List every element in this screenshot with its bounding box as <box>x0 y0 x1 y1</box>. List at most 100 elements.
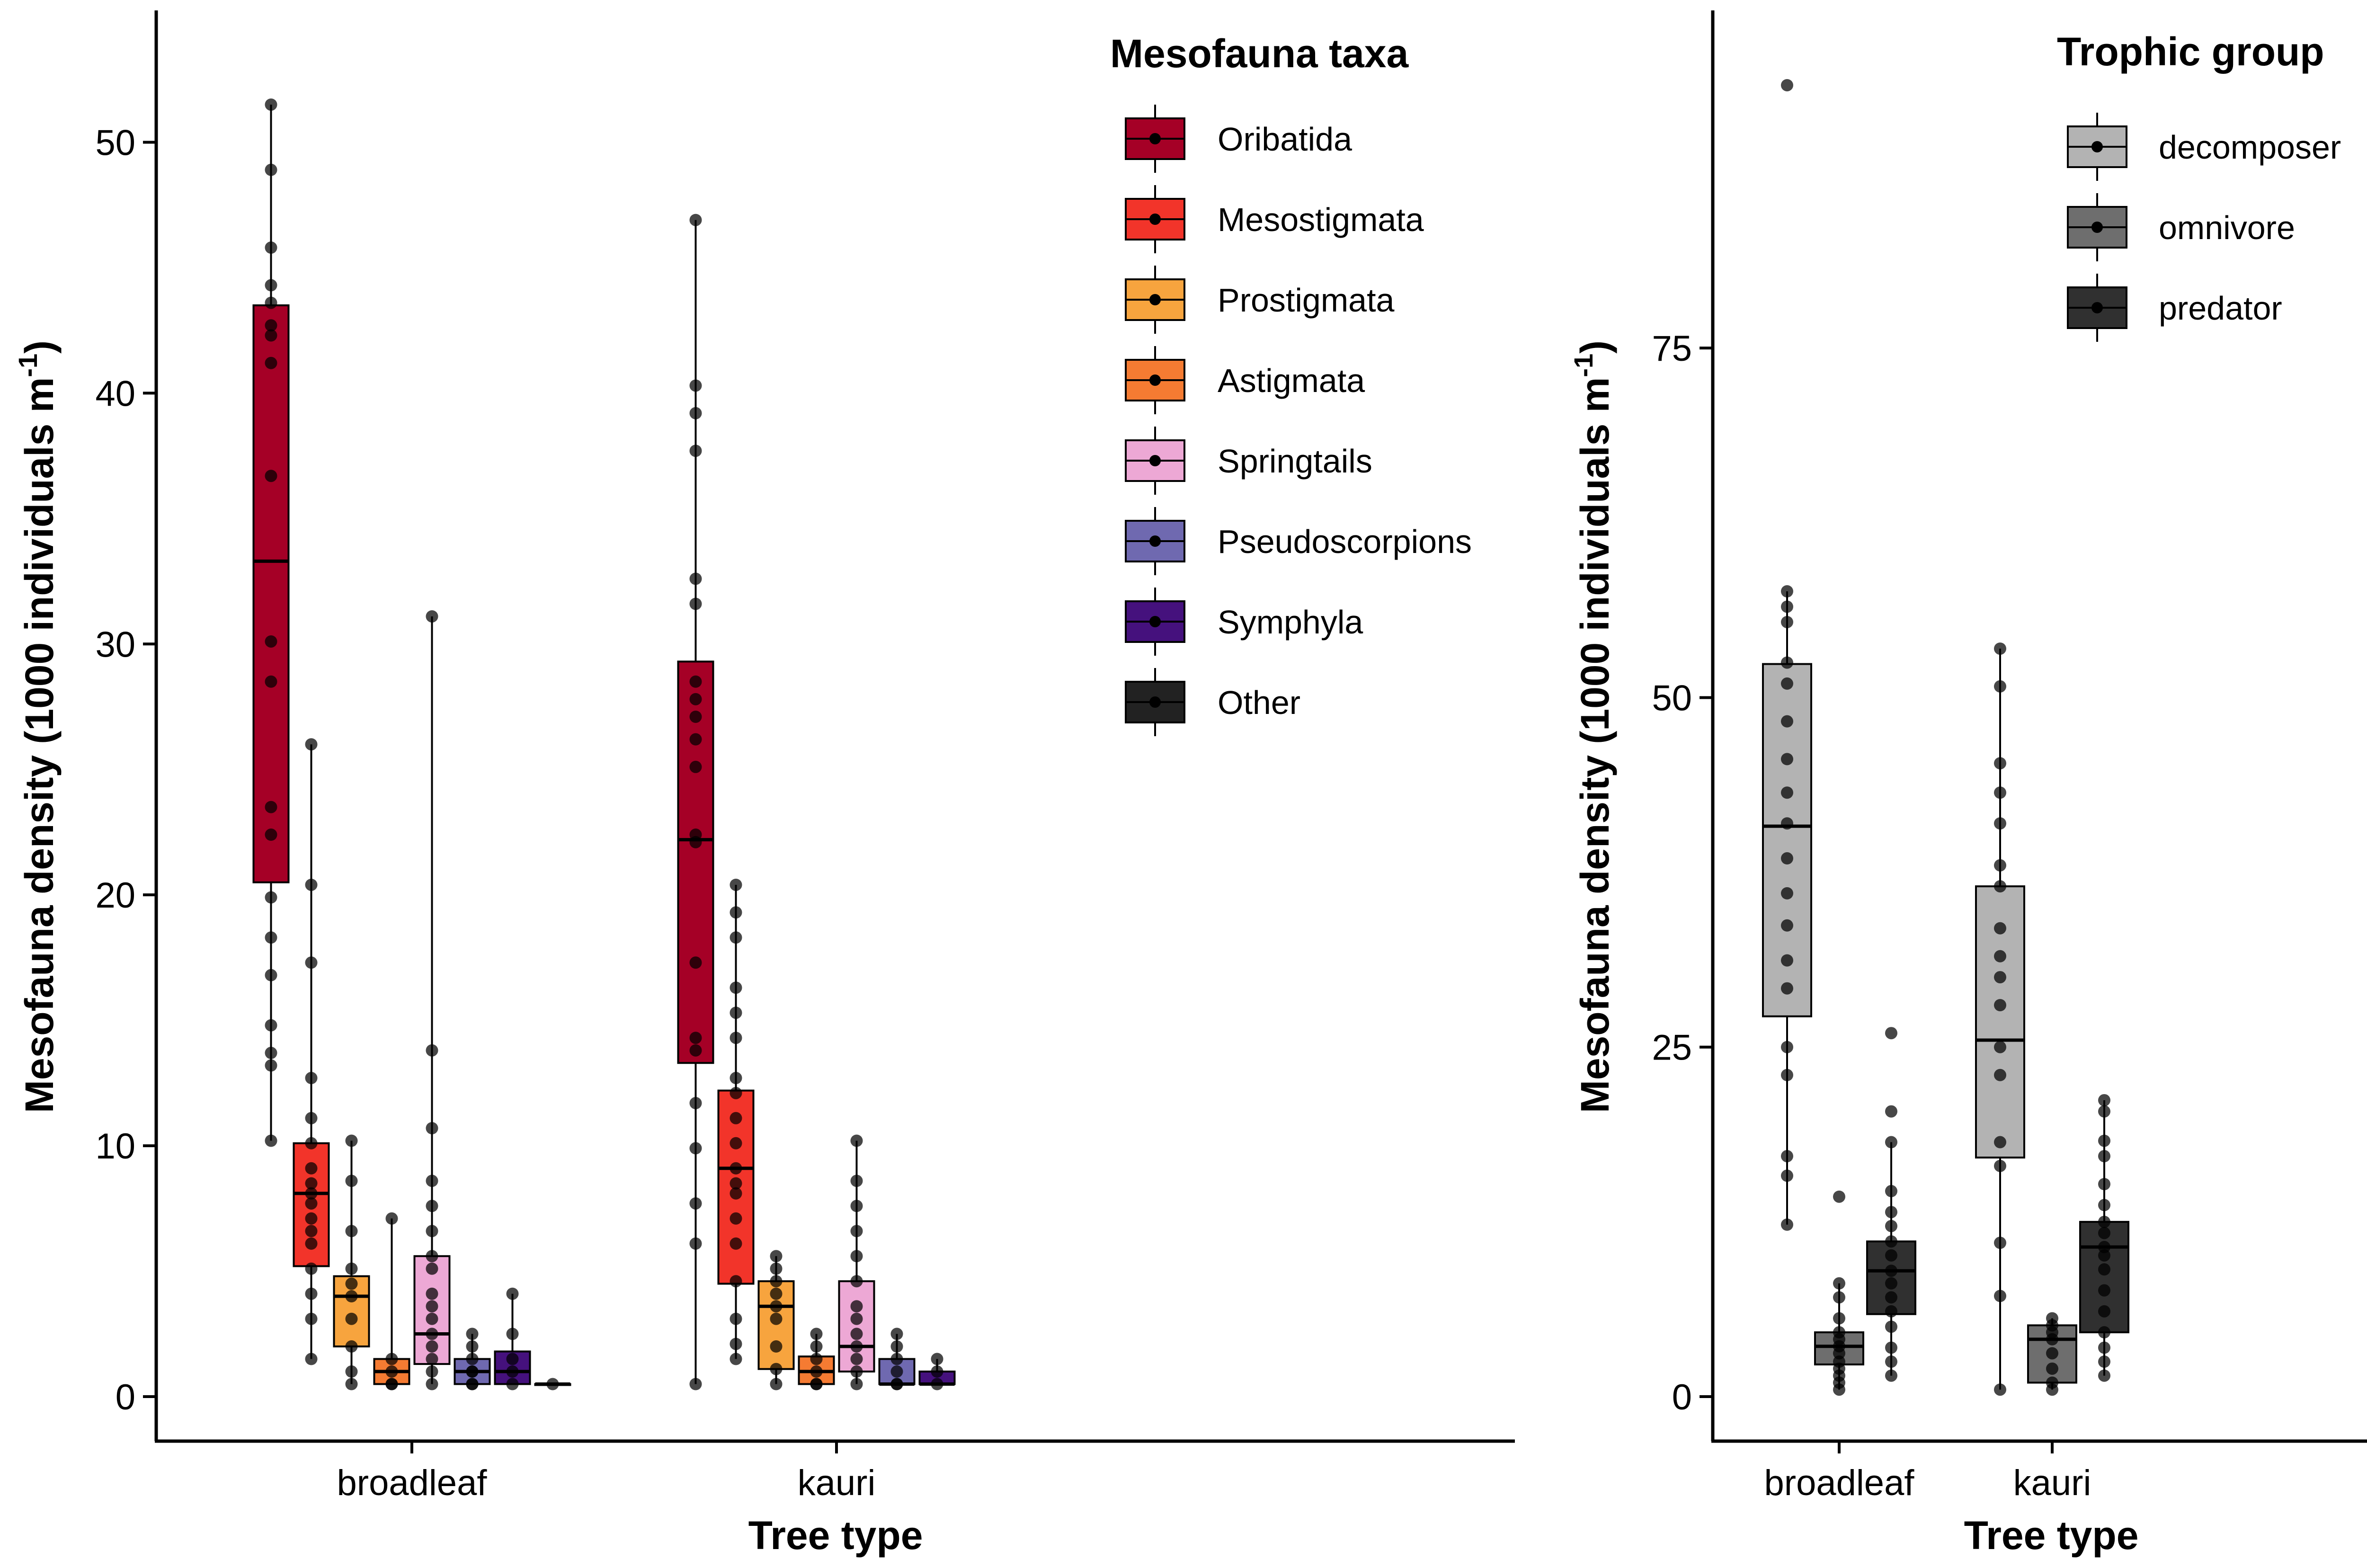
data-point <box>770 1312 783 1325</box>
data-point <box>305 1072 318 1085</box>
data-point <box>426 1287 438 1300</box>
data-point <box>810 1353 823 1365</box>
data-point <box>1781 1069 1793 1081</box>
data-point <box>850 1312 863 1325</box>
left-y-ticks: 0 10 20 30 40 50 <box>95 123 156 1417</box>
data-point <box>265 319 277 332</box>
boxplot-omnivore-kauri <box>2027 1312 2077 1396</box>
left-x-axis-title: Tree type <box>748 1513 923 1558</box>
data-point <box>466 1340 479 1353</box>
data-point <box>689 572 702 585</box>
boxplot-springtails-broadleaf <box>413 610 451 1390</box>
trophic-legend-title: Trophic group <box>2057 29 2324 74</box>
data-point <box>1885 1305 1897 1318</box>
data-point <box>689 956 702 969</box>
data-point <box>2098 1241 2110 1254</box>
data-point <box>1885 1341 1897 1354</box>
trophic-legend-label: predator <box>2159 290 2282 327</box>
data-point <box>1781 753 1793 766</box>
right-x-tick-label-broadleaf: broadleaf <box>1764 1463 1915 1503</box>
data-point <box>2098 1215 2110 1228</box>
taxa-legend-item-symphyla: Symphyla <box>1125 588 1363 656</box>
data-point <box>850 1378 863 1390</box>
boxplot-astigmata-kauri <box>798 1327 835 1390</box>
taxa-legend-title: Mesofauna taxa <box>1110 31 1409 76</box>
data-point <box>770 1287 783 1300</box>
data-point <box>426 1378 438 1390</box>
data-point <box>385 1378 398 1390</box>
right-x-tick-broadleaf: broadleaf <box>1764 1441 1915 1503</box>
data-point <box>770 1250 783 1263</box>
data-point <box>1994 1237 2006 1249</box>
data-point <box>890 1353 903 1365</box>
data-point <box>730 1212 742 1225</box>
data-point <box>2098 1341 2110 1354</box>
taxa-legend-item-prostigmata: Prostigmata <box>1125 266 1395 334</box>
legend-key-dot <box>2091 141 2103 152</box>
data-point <box>730 1312 742 1325</box>
data-point <box>931 1353 943 1365</box>
taxa-legend-item-oribatida: Oribatida <box>1125 105 1352 173</box>
data-point <box>1781 615 1793 628</box>
trophic-legend-item-omnivore: omnivore <box>2067 193 2295 261</box>
data-point <box>345 1175 358 1187</box>
data-point <box>770 1275 783 1288</box>
box <box>252 304 290 883</box>
data-point <box>770 1300 783 1313</box>
right-boxplots <box>1762 79 2129 1396</box>
data-point <box>345 1225 358 1238</box>
data-point <box>730 1112 742 1124</box>
data-point <box>850 1134 863 1147</box>
data-point <box>506 1378 519 1390</box>
data-point <box>2098 1369 2110 1382</box>
data-point <box>1994 859 2006 872</box>
data-point <box>265 969 277 981</box>
legend-key-dot <box>1149 214 1161 225</box>
data-point <box>1781 1041 1793 1053</box>
data-point <box>689 733 702 746</box>
taxa-legend-label: Springtails <box>1218 443 1372 480</box>
data-point <box>730 1353 742 1365</box>
data-point <box>1994 680 2006 693</box>
data-point <box>810 1365 823 1378</box>
data-point <box>810 1378 823 1390</box>
data-point <box>265 470 277 482</box>
boxplot-oribatida-broadleaf <box>252 98 290 1147</box>
data-point <box>426 1262 438 1275</box>
data-point <box>850 1327 863 1340</box>
data-point <box>850 1175 863 1187</box>
data-point <box>1994 1290 2006 1302</box>
data-point <box>850 1250 863 1263</box>
data-point <box>1885 1206 1897 1219</box>
data-point <box>730 1275 742 1288</box>
trophic-legend-label: omnivore <box>2159 209 2295 246</box>
data-point <box>2046 1347 2058 1360</box>
data-point <box>265 635 277 648</box>
data-point <box>426 1225 438 1238</box>
data-point <box>1994 757 2006 770</box>
y-tick-label: 75 <box>1652 329 1692 369</box>
data-point <box>1994 1383 2006 1396</box>
data-point <box>931 1378 943 1390</box>
left-y-axis-title: Mesofauna density (1000 individuals m-1) <box>13 340 62 1113</box>
right-x-tick-kauri: kauri <box>2013 1441 2091 1503</box>
data-point <box>1994 786 2006 799</box>
data-point <box>1885 1291 1897 1304</box>
data-point <box>1994 817 2006 830</box>
data-point <box>466 1378 479 1390</box>
data-point <box>506 1365 519 1378</box>
data-point <box>1781 852 1793 865</box>
data-point <box>1885 1249 1897 1262</box>
data-point <box>1994 950 2006 962</box>
data-point <box>1833 1277 1845 1290</box>
data-point <box>730 1187 742 1200</box>
boxplot-prostigmata-kauri <box>757 1250 795 1390</box>
data-point <box>730 1237 742 1250</box>
data-point <box>1885 1185 1897 1197</box>
data-point <box>345 1277 358 1290</box>
taxa-legend-item-springtails: Springtails <box>1125 427 1372 495</box>
data-point <box>1994 1041 2006 1053</box>
taxa-panel: 0 10 20 30 40 50 broadleaf kauri Tree type Me… <box>13 10 1515 1558</box>
data-point <box>345 1378 358 1390</box>
y-tick-label: 50 <box>1652 678 1692 718</box>
